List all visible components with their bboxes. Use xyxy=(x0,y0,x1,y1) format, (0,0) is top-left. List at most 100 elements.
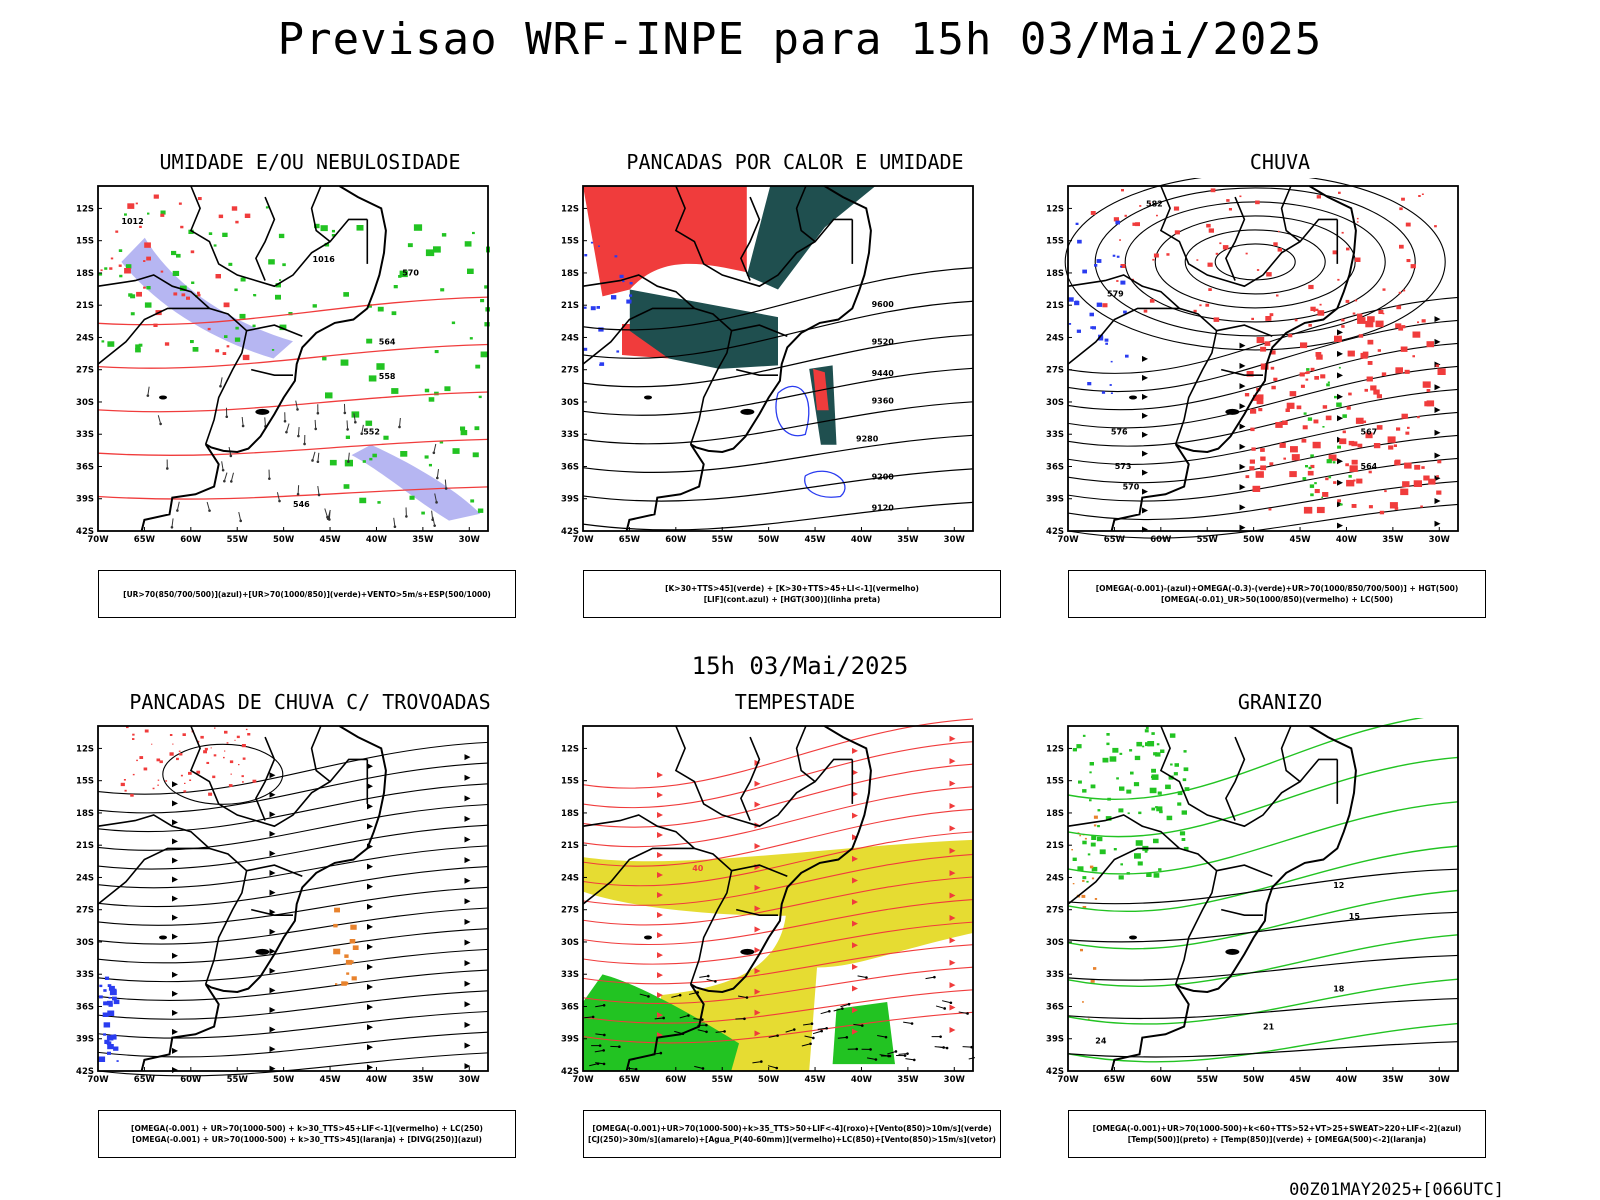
border-line xyxy=(1067,847,1180,905)
forecast-date: 15h 03/Mai/2025 xyxy=(691,652,909,680)
border-line xyxy=(246,864,303,877)
contour-label: 9280 xyxy=(856,434,879,443)
contour-label: 12 xyxy=(1333,881,1344,890)
lon-tick-label: 45W xyxy=(804,1075,826,1085)
lat-tick-label: 21S xyxy=(1046,301,1064,311)
lat-tick-label: 36S xyxy=(1046,1002,1064,1012)
lon-tick-label: 50W xyxy=(1243,1075,1265,1085)
lon-tick-label: 40W xyxy=(1336,535,1358,545)
height-500-contour xyxy=(1064,178,1446,351)
border-line xyxy=(255,736,276,821)
forecast-map: 1012 1016 564 558 552 546 570 12S 15S 18S 21S 24S 27… xyxy=(76,185,490,545)
lat-tick-label: 33S xyxy=(1046,970,1064,980)
forecast-map: 9600 9520 9440 9360 9280 9200 9120 12S 15S 18S 21S… xyxy=(561,185,974,545)
border-line xyxy=(1067,814,1218,985)
lon-tick-label: 35W xyxy=(1382,535,1404,545)
contour-label: 573 xyxy=(1115,462,1132,471)
contour-label: 1016 xyxy=(313,255,336,264)
lon-tick-label: 35W xyxy=(897,535,919,545)
legend-line: [CJ(250)>30m/s](amarelo)+[Agua_P(40-60mm… xyxy=(588,1135,996,1144)
lon-tick-label: 55W xyxy=(712,1075,734,1085)
main-title: Previsao WRF-INPE para 15h 03/Mai/2025 xyxy=(277,14,1323,65)
border-line xyxy=(795,185,816,243)
lon-tick-label: 65W xyxy=(1104,535,1126,545)
border-line xyxy=(731,864,788,877)
lat-tick-label: 39S xyxy=(1046,1035,1064,1045)
contour-label: 24 xyxy=(1095,1036,1107,1045)
lat-tick-label: 30S xyxy=(1046,398,1064,408)
lat-tick-label: 42S xyxy=(1046,1067,1064,1077)
legend-line: [OMEGA(-0.001)+UR>70(1000-500)+k>35_TTS>… xyxy=(592,1124,992,1133)
border-line xyxy=(251,368,293,376)
border-line xyxy=(1067,274,1218,445)
geography xyxy=(582,725,872,1072)
lon-tick-label: 40W xyxy=(851,1075,873,1085)
lon-tick-label: 60W xyxy=(180,535,202,545)
lat-tick-label: 12S xyxy=(1046,204,1064,214)
lon-tick-label: 65W xyxy=(619,535,641,545)
panel-title: TEMPESTADE xyxy=(734,690,856,714)
lat-tick-label: 30S xyxy=(76,938,94,948)
lon-tick-label: 35W xyxy=(412,1075,434,1085)
map-panel-3: CHUVA 582 579 576 573 570 567 564 12S 15S 18S 21S 24… xyxy=(1030,150,1530,630)
lat-tick-label: 42S xyxy=(561,527,579,537)
lon-tick-label: 45W xyxy=(319,535,341,545)
lon-tick-label: 35W xyxy=(1382,1075,1404,1085)
lat-tick-label: 24S xyxy=(1046,873,1064,883)
run-timestamp: 00Z01MAY2025+[066UTC] xyxy=(1289,1180,1504,1200)
contour-label: 552 xyxy=(363,427,380,436)
border-line xyxy=(582,847,695,905)
border-line xyxy=(1216,864,1273,877)
lat-tick-label: 39S xyxy=(1046,495,1064,505)
map-panel-5: TEMPESTADE 40 12S 15S 18S 21S 24S 27S 30S 33S 36S 3… xyxy=(545,690,1045,1170)
legend-line: [OMEGA(-0.001)+UR>70(1000-500)+k<60+TTS>… xyxy=(1092,1124,1462,1133)
divergence-blue-marks xyxy=(98,976,120,1062)
lat-tick-label: 24S xyxy=(76,333,94,343)
coastline xyxy=(1110,185,1357,532)
wind-850-green-area-2 xyxy=(832,1002,895,1065)
lat-tick-label: 27S xyxy=(561,906,579,916)
lat-tick-label: 33S xyxy=(76,430,94,440)
lon-tick-label: 40W xyxy=(366,535,388,545)
lon-tick-label: 45W xyxy=(1289,535,1311,545)
lon-tick-label: 50W xyxy=(1243,535,1265,545)
forecast-map: 582 579 576 573 570 567 564 12S 15S 18S 21S 24S 27S 3… xyxy=(1046,178,1459,545)
border-line xyxy=(582,814,733,985)
panel-2-labels: 9600 9520 9440 9360 9280 9200 9120 xyxy=(856,300,894,513)
border-line xyxy=(1067,307,1180,365)
plot-frame xyxy=(582,185,974,532)
lat-tick-label: 42S xyxy=(561,1067,579,1077)
lon-tick-label: 65W xyxy=(1104,1075,1126,1085)
legend-line: [K>30+TTS>45](verde) + [K>30+TTS>45+LI<-… xyxy=(665,584,919,593)
border-line xyxy=(1216,324,1273,337)
panel-title: PANCADAS POR CALOR E UMIDADE xyxy=(626,150,964,174)
lon-tick-label: 45W xyxy=(1289,1075,1311,1085)
border-line xyxy=(582,307,695,365)
lat-tick-label: 18S xyxy=(561,809,579,819)
lat-tick-label: 42S xyxy=(76,527,94,537)
lake xyxy=(1129,395,1137,400)
height-250-contour xyxy=(162,743,284,805)
lat-tick-label: 33S xyxy=(1046,430,1064,440)
geography xyxy=(1067,185,1357,532)
lat-tick-label: 30S xyxy=(76,398,94,408)
lat-tick-label: 18S xyxy=(1046,809,1064,819)
lat-tick-label: 24S xyxy=(76,873,94,883)
lon-tick-label: 60W xyxy=(665,1075,687,1085)
lat-tick-label: 27S xyxy=(1046,366,1064,376)
border-line xyxy=(1280,185,1301,243)
panel-legend: [OMEGA(-0.001)+UR>70(1000-500)+k<60+TTS>… xyxy=(1068,1110,1486,1158)
thunder-orange-marks xyxy=(333,907,359,986)
rain-red-areas xyxy=(1244,308,1446,515)
panel-title: UMIDADE E/OU NEBULOSIDADE xyxy=(159,150,461,174)
lat-tick-label: 24S xyxy=(561,873,579,883)
lon-tick-label: 30W xyxy=(1429,535,1451,545)
convection-teal-area-2 xyxy=(629,289,778,369)
border-line xyxy=(736,908,778,916)
lat-tick-label: 21S xyxy=(76,841,94,851)
lagoon xyxy=(1225,408,1240,415)
